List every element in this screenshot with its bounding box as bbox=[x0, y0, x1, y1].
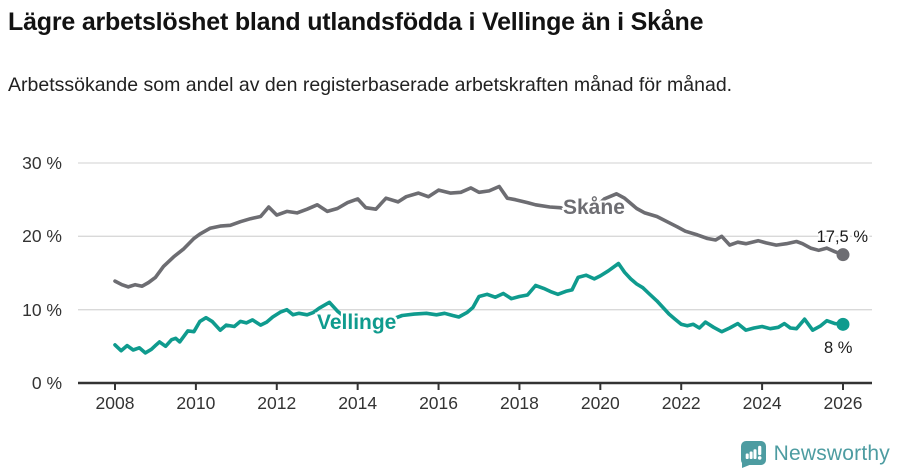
x-tick-label: 2018 bbox=[499, 393, 539, 413]
x-tick-label: 2010 bbox=[176, 393, 216, 413]
newsworthy-logo-text: Newsworthy bbox=[773, 442, 890, 465]
y-tick-label: 30 % bbox=[22, 153, 62, 173]
y-tick-label: 0 % bbox=[31, 373, 62, 393]
y-tick-label: 10 % bbox=[22, 299, 62, 320]
end-value-label-skane: 17,5 % bbox=[816, 228, 868, 246]
x-tick-label: 2016 bbox=[419, 393, 459, 413]
series-line-vellinge bbox=[113, 261, 845, 355]
x-tick-label: 2012 bbox=[257, 393, 297, 413]
x-tick-label: 2022 bbox=[661, 393, 701, 413]
x-tick-label: 2020 bbox=[580, 393, 620, 413]
newsworthy-logo[interactable]: Newsworthy bbox=[739, 440, 890, 468]
series-label-vellinge: Vellinge bbox=[317, 311, 397, 334]
x-tick-label: 2026 bbox=[823, 393, 863, 413]
end-dot-vellinge bbox=[836, 317, 850, 331]
series-line-skåne bbox=[113, 184, 845, 289]
page-title: Lägre arbetslöshet bland utlandsfödda i … bbox=[8, 8, 704, 36]
series-label-skane: Skåne bbox=[563, 196, 625, 219]
newsworthy-bubble-chart-icon bbox=[740, 441, 766, 468]
end-value-label-vellinge: 8 % bbox=[824, 339, 853, 357]
x-tick-label: 2024 bbox=[742, 393, 782, 413]
x-tick-label: 2008 bbox=[95, 393, 135, 413]
chart-subtitle: Arbetssökande som andel av den registerb… bbox=[8, 74, 733, 96]
end-dot-skåne bbox=[836, 248, 850, 262]
y-tick-label: 20 % bbox=[22, 226, 62, 247]
x-tick-label: 2014 bbox=[338, 393, 378, 413]
